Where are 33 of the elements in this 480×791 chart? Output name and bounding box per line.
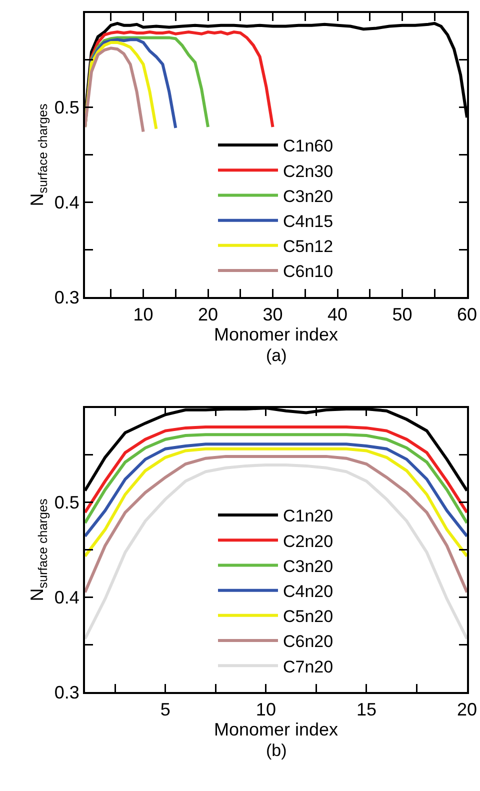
x-tick-label: 30 bbox=[262, 304, 283, 325]
legend-label: C5n20 bbox=[283, 607, 334, 626]
legend-label: C5n12 bbox=[283, 237, 334, 256]
y-tick-label: 0.3 bbox=[54, 287, 80, 308]
y-tick-label: 0.5 bbox=[54, 492, 80, 512]
x-tick-label: 20 bbox=[456, 700, 478, 720]
legend-label: C6n20 bbox=[283, 632, 334, 652]
legend-label: C3n20 bbox=[283, 556, 334, 576]
y-tick-label: 0.3 bbox=[54, 682, 80, 702]
legend-label: C3n20 bbox=[283, 186, 334, 206]
x-axis-title: Monomer index bbox=[214, 720, 338, 740]
x-tick-label: 5 bbox=[160, 700, 170, 720]
legend-label: C6n10 bbox=[283, 262, 334, 282]
x-tick-label: 15 bbox=[356, 700, 376, 720]
y-tick-label: 0.4 bbox=[54, 192, 80, 212]
x-tick-label: 60 bbox=[456, 304, 478, 325]
x-tick-label: 20 bbox=[198, 304, 218, 325]
legend-label: C7n20 bbox=[283, 657, 334, 676]
legend-label: C1n60 bbox=[283, 136, 334, 156]
text: (a) bbox=[266, 346, 287, 365]
legend-label: C2n30 bbox=[283, 162, 334, 181]
text: (b) bbox=[266, 741, 287, 760]
y-tick-label: 0.4 bbox=[54, 587, 80, 608]
legend-label: C1n20 bbox=[283, 506, 334, 526]
x-axis-title: Monomer index bbox=[214, 324, 338, 345]
legend-label: C4n20 bbox=[283, 582, 334, 601]
y-tick-label: 0.5 bbox=[54, 97, 80, 118]
x-tick-label: 10 bbox=[256, 700, 276, 720]
x-tick-label: 40 bbox=[327, 304, 348, 325]
x-tick-label: 50 bbox=[392, 304, 412, 325]
x-tick-label: 10 bbox=[133, 304, 154, 325]
legend-label: C2n20 bbox=[283, 532, 334, 551]
legend-label: C4n15 bbox=[283, 212, 334, 231]
